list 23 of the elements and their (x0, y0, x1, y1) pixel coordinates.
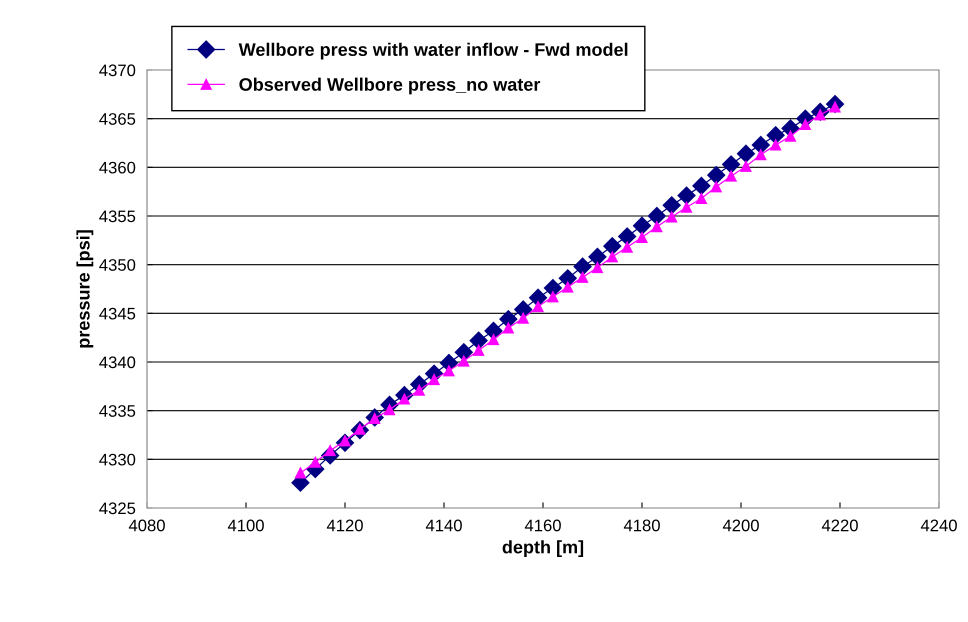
x-tick-label: 4120 (326, 520, 363, 532)
y-tick-label: 4335 (99, 405, 136, 417)
x-tick-label: 4080 (128, 520, 165, 532)
y-tick-label: 4325 (99, 502, 136, 514)
y-tick-label: 4330 (99, 454, 136, 466)
y-tick-label: 4355 (99, 210, 136, 222)
x-axis-title: depth [m] (502, 540, 584, 558)
y-tick-label: 4350 (99, 259, 136, 271)
x-tick-label: 4160 (524, 520, 561, 532)
x-tick-label: 4220 (822, 520, 858, 532)
y-tick-label: 4360 (99, 162, 136, 174)
x-tick-label: 4240 (920, 520, 957, 532)
legend-label: Observed Wellbore press_no water (239, 78, 540, 94)
x-tick-label: 4180 (624, 520, 660, 532)
legend-label: Wellbore press with water inflow - Fwd model (238, 42, 628, 60)
y-tick-label: 4365 (99, 113, 136, 125)
x-tick-label: 4140 (426, 520, 462, 532)
x-tick-label: 4100 (228, 520, 264, 532)
x-tick-label: 4200 (722, 520, 759, 532)
y-axis-title: pressure [psi] (76, 230, 94, 348)
y-tick-label: 4370 (99, 64, 136, 76)
y-tick-label: 4340 (99, 356, 136, 368)
y-tick-label: 4345 (99, 308, 136, 320)
